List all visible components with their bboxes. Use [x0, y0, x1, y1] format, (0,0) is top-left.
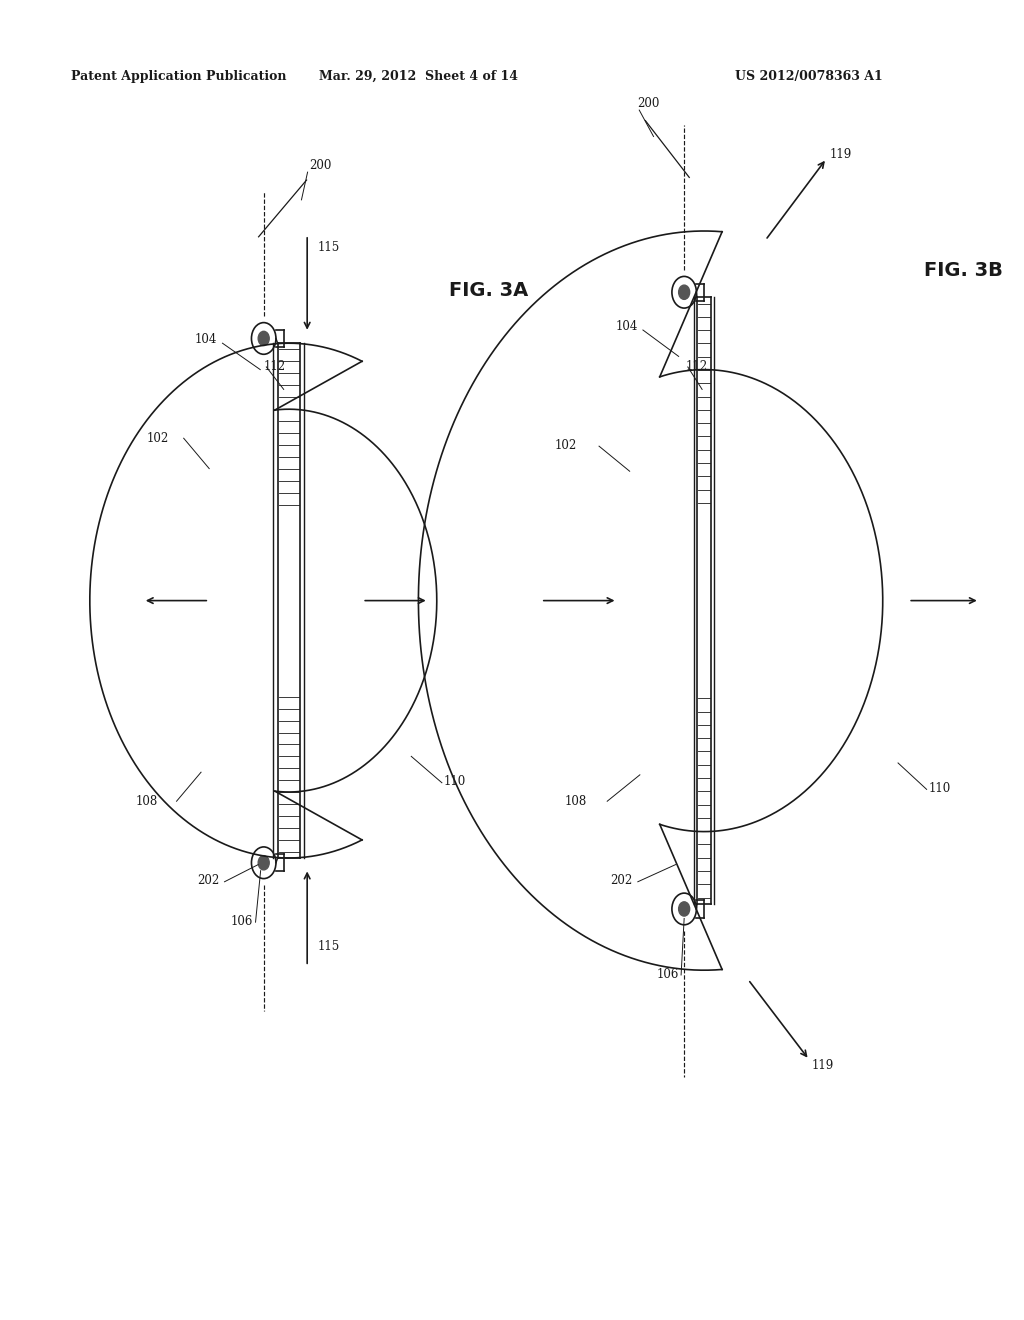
Text: 104: 104 — [195, 333, 217, 346]
Text: 106: 106 — [231, 915, 254, 928]
Text: 115: 115 — [317, 240, 340, 253]
Text: FIG. 3A: FIG. 3A — [450, 281, 528, 300]
Text: 102: 102 — [146, 432, 168, 445]
Text: 112: 112 — [263, 359, 286, 372]
Text: 200: 200 — [637, 98, 659, 111]
Text: 119: 119 — [829, 148, 852, 161]
Text: 202: 202 — [198, 874, 219, 887]
Circle shape — [679, 902, 690, 916]
Circle shape — [258, 331, 269, 346]
Text: FIG. 3B: FIG. 3B — [924, 261, 1002, 280]
Text: Patent Application Publication: Patent Application Publication — [72, 70, 287, 83]
Text: 119: 119 — [811, 1059, 834, 1072]
Text: 104: 104 — [615, 319, 638, 333]
Text: 106: 106 — [656, 968, 679, 981]
Text: 115: 115 — [317, 940, 340, 953]
Text: 202: 202 — [610, 874, 633, 887]
Text: 108: 108 — [564, 795, 587, 808]
Text: Mar. 29, 2012  Sheet 4 of 14: Mar. 29, 2012 Sheet 4 of 14 — [318, 70, 518, 83]
Circle shape — [679, 285, 690, 300]
Text: US 2012/0078363 A1: US 2012/0078363 A1 — [735, 70, 883, 83]
Text: 110: 110 — [444, 775, 466, 788]
Text: 110: 110 — [929, 781, 951, 795]
Text: 108: 108 — [136, 795, 158, 808]
Text: 200: 200 — [309, 160, 332, 173]
Circle shape — [258, 855, 269, 870]
Text: 112: 112 — [686, 359, 708, 372]
Text: 102: 102 — [554, 438, 577, 451]
